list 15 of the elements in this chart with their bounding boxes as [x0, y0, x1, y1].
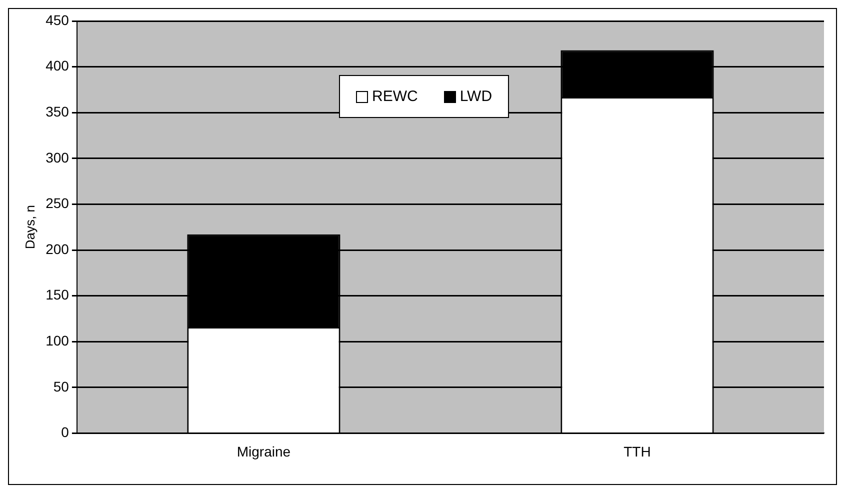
y-tick-label: 250: [46, 195, 70, 212]
y-tick-label: 450: [46, 12, 70, 28]
y-tick-label: 400: [46, 58, 70, 74]
y-tick-label: 100: [46, 332, 70, 348]
x-tick-label: Migraine: [236, 443, 291, 460]
y-axis-title: Days, n: [22, 205, 38, 250]
x-tick-label: TTH: [624, 443, 651, 460]
y-tick-label: 50: [53, 378, 70, 394]
legend-label: REWC: [372, 88, 418, 105]
y-tick-label: 350: [46, 103, 70, 120]
y-tick-label: 0: [61, 424, 70, 440]
y-tick-label: 200: [46, 240, 70, 257]
legend-label: LWD: [460, 88, 492, 105]
y-tick-label: 150: [46, 286, 70, 303]
y-tick-label: 300: [46, 149, 70, 166]
